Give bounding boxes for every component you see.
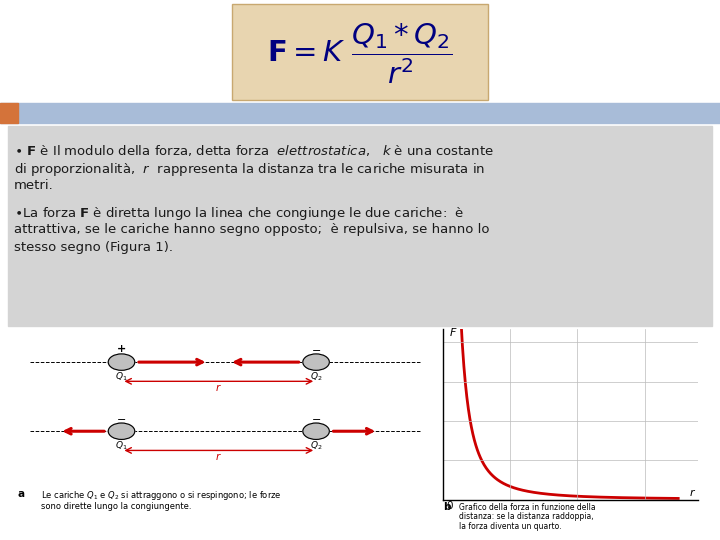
Text: la forza diventa un quarto.: la forza diventa un quarto.: [459, 522, 562, 531]
Text: $\bullet$ $\mathbf{F}$ è Il modulo della forza, detta forza  $\mathit{elettrosta: $\bullet$ $\mathbf{F}$ è Il modulo della…: [14, 143, 494, 158]
Bar: [8, 328, 712, 533]
Text: $\mathbf{F} = K\ \dfrac{Q_1 * Q_2}{r^2}$: $\mathbf{F} = K\ \dfrac{Q_1 * Q_2}{r^2}$: [267, 22, 453, 86]
Text: distanza: se la distanza raddoppia,: distanza: se la distanza raddoppia,: [459, 512, 594, 522]
Text: $-$: $-$: [311, 344, 321, 354]
Text: $Q_1$: $Q_1$: [115, 440, 127, 453]
Circle shape: [108, 423, 135, 440]
Text: sono dirette lungo la congiungente.: sono dirette lungo la congiungente.: [41, 502, 192, 511]
Text: Le cariche $Q_1$ e $Q_2$ si attraggono o si respingono; le forze: Le cariche $Q_1$ e $Q_2$ si attraggono o…: [41, 489, 282, 502]
Circle shape: [303, 354, 329, 370]
Circle shape: [108, 354, 135, 370]
Text: +: +: [117, 344, 126, 354]
Text: attrattiva, se le cariche hanno segno opposto;  è repulsiva, se hanno lo: attrattiva, se le cariche hanno segno op…: [14, 223, 490, 236]
Text: b: b: [443, 502, 450, 512]
Text: metri.: metri.: [14, 179, 54, 192]
Text: $r$: $r$: [215, 382, 222, 393]
Circle shape: [303, 423, 329, 440]
Text: a: a: [18, 489, 25, 499]
Text: $F$: $F$: [449, 326, 457, 338]
Text: Grafico della forza in funzione della: Grafico della forza in funzione della: [459, 503, 596, 512]
Text: di proporzionalità,  $\mathit{r}$  rappresenta la distanza tra le cariche misura: di proporzionalità, $\mathit{r}$ rappres…: [14, 161, 485, 178]
Text: $Q_1$: $Q_1$: [115, 371, 127, 383]
Text: $Q_2$: $Q_2$: [310, 371, 323, 383]
Bar: [0, 103, 18, 123]
Text: 0: 0: [446, 501, 453, 511]
Text: $r$: $r$: [215, 451, 222, 462]
Text: $Q_2$: $Q_2$: [310, 440, 323, 453]
Text: stesso segno (Figura 1).: stesso segno (Figura 1).: [14, 241, 173, 254]
Bar: [0, 103, 720, 123]
Text: $-$: $-$: [311, 413, 321, 423]
Text: $r$: $r$: [690, 488, 696, 498]
Text: $\bullet$La forza $\mathbf{F}$ è diretta lungo la linea che congiunge le due car: $\bullet$La forza $\mathbf{F}$ è diretta…: [14, 205, 464, 222]
Bar: [8, 126, 712, 326]
FancyBboxPatch shape: [232, 4, 488, 100]
Text: $-$: $-$: [117, 413, 127, 423]
